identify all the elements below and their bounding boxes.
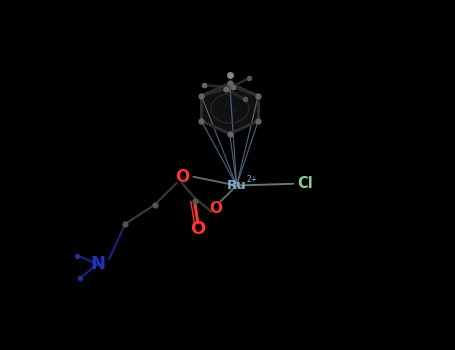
Text: Ru: Ru [227,179,247,192]
Text: Cl: Cl [297,176,313,191]
Text: O: O [175,168,189,186]
Text: N: N [91,255,105,273]
Text: O: O [190,220,206,238]
Text: 2+: 2+ [247,175,258,184]
Polygon shape [202,83,258,134]
Text: O: O [210,201,222,216]
